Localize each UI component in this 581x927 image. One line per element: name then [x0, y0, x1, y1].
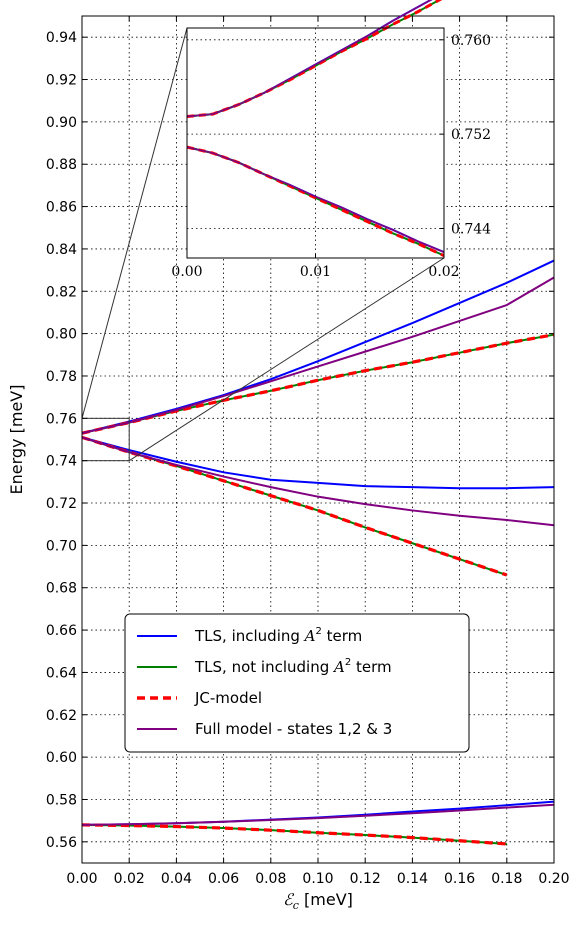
x-tick-label: 0.08 — [255, 871, 286, 887]
x-tick-label: 0.10 — [302, 871, 333, 887]
legend: TLS, including A2 term TLS, not including… — [124, 613, 470, 753]
x-tick-label: 0.02 — [114, 871, 145, 887]
x-tick-label: 0.18 — [491, 871, 522, 887]
x-tick-label: 0.12 — [350, 871, 381, 887]
series-line-2-branch-1 — [81, 435, 508, 577]
x-axis-symbol: ℰ — [283, 890, 295, 909]
legend-box — [124, 613, 470, 753]
x-tick-label: 0.06 — [208, 871, 239, 887]
y-tick-label: 0.80 — [46, 327, 77, 343]
x-tick-label: 0.14 — [397, 871, 428, 887]
inset-y-tick-label: 0.760 — [451, 33, 491, 49]
inset-jc-line-lower — [186, 145, 445, 258]
y-tick-label: 0.70 — [46, 538, 77, 554]
zoom-connector-line — [81, 27, 188, 419]
y-tick-label: 0.74 — [46, 454, 77, 470]
main-plot-lines — [81, 259, 555, 846]
legend-label: TLS, not including A2 term — [194, 657, 392, 676]
y-tick-label: 0.90 — [46, 115, 77, 131]
zoom-connector-line — [128, 257, 445, 462]
inset-y-tick-label: 0.752 — [451, 127, 491, 143]
y-tick-label: 0.86 — [46, 200, 77, 216]
inset-x-tick-label: 0.00 — [171, 264, 202, 280]
series-line-3-branch-2 — [81, 803, 555, 826]
series-line-0-branch-1 — [81, 436, 555, 490]
y-tick-label: 0.66 — [46, 623, 77, 639]
y-tick-label: 0.68 — [46, 581, 77, 597]
legend-label: TLS, including A2 term — [194, 626, 362, 645]
legend-label: Full model - states 1,2 & 3 — [195, 720, 392, 738]
y-tick-label: 0.60 — [46, 750, 77, 766]
series-line-2-branch-2 — [81, 823, 507, 846]
x-tick-label: 0.04 — [161, 871, 192, 887]
y-tick-label: 0.82 — [46, 284, 77, 300]
y-tick-label: 0.72 — [46, 496, 77, 512]
y-tick-label: 0.92 — [46, 73, 77, 89]
x-axis-label: ℰc [meV] — [283, 890, 353, 912]
y-tick-label: 0.58 — [46, 792, 77, 808]
x-tick-label: 0.16 — [444, 871, 475, 887]
y-tick-label: 0.94 — [46, 30, 77, 46]
y-tick-label: 0.78 — [46, 369, 77, 385]
inset-ticks: 0.00 0.01 0.02 0.760 0.752 0.744 — [171, 33, 491, 280]
inset-zoom-panel: 0.00 0.01 0.02 0.760 0.752 0.744 — [171, 0, 491, 280]
inset-y-tick-label: 0.744 — [451, 222, 491, 238]
x-axis-unit: [meV] — [299, 890, 353, 909]
inset-full-model-line-lower — [186, 146, 445, 253]
y-tick-label: 0.88 — [46, 157, 77, 173]
y-tick-label: 0.64 — [46, 665, 77, 681]
inset-x-tick-label: 0.01 — [300, 264, 331, 280]
series-line-3-branch-0 — [81, 276, 555, 435]
y-tick-label: 0.62 — [46, 708, 77, 724]
y-tick-label: 0.76 — [46, 411, 77, 427]
x-axis-subscript: c — [293, 899, 299, 912]
y-axis-label: Energy [meV] — [7, 385, 26, 495]
x-tick-label: 0.20 — [538, 871, 569, 887]
legend-label: JC-model — [194, 689, 262, 707]
y-tick-label: 0.84 — [46, 242, 77, 258]
inset-full-model-line-upper — [186, 0, 433, 118]
inset-x-tick-label: 0.02 — [428, 264, 459, 280]
main-ticks: 0.00 0.02 0.04 0.06 0.08 0.10 0.12 0.14 0.16 0.18… — [46, 16, 570, 887]
series-line-3-branch-1 — [81, 436, 555, 527]
inset-background — [187, 28, 444, 258]
y-tick-label: 0.56 — [46, 835, 77, 851]
x-tick-label: 0.00 — [66, 871, 97, 887]
series-line-0-branch-0 — [81, 259, 555, 435]
inset-plot-lines — [186, 0, 445, 258]
